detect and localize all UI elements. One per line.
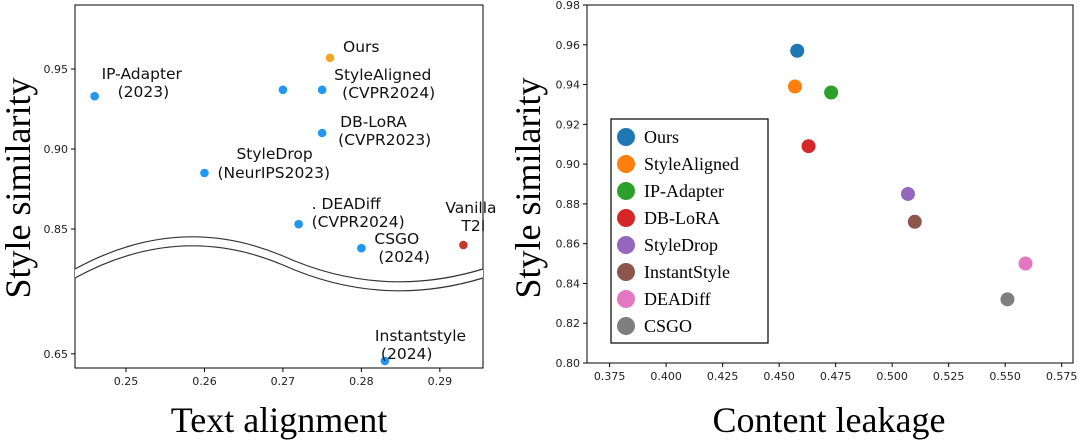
left-label-ip-adapter-1: (2023) (118, 83, 170, 101)
left-y-tick-label-upper-1: 0.90 (44, 143, 69, 156)
legend-marker-instantstyle (617, 263, 635, 281)
right-y-tick-label-2: 0.84 (556, 277, 581, 290)
left-point-ip-adapter (90, 91, 99, 101)
right-y-tick-label-3: 0.86 (556, 238, 581, 251)
right-point-styledrop (900, 186, 915, 201)
left-plot-frame (74, 4, 484, 369)
right-point-csgo (1000, 292, 1015, 307)
axis-break-line-top (74, 236, 484, 283)
left-label-stylealigned-1: (CVPR2024) (342, 84, 435, 102)
left-axis-ticks: 0.25 0.26 0.27 0.28 0.29 0.85 0.90 0.95 0.65 (44, 63, 453, 388)
left-label-csgo-1: (2024) (378, 248, 430, 266)
legend-label-db-lora: DB-LoRA (644, 208, 720, 228)
right-x-tick-label-2: 0.425 (707, 370, 739, 383)
right-x-tick-label-1: 0.400 (650, 370, 682, 383)
left-label-vanilla-t2i-1: T2I (460, 217, 485, 235)
left-x-tick-label-0: 0.25 (114, 375, 139, 388)
right-point-instantstyle (907, 214, 922, 229)
right-y-tick-label-8: 0.96 (556, 39, 581, 52)
left-label-csgo-0: CSGO (374, 230, 419, 248)
legend-marker-ours (617, 128, 635, 146)
left-x-tick-label-2: 0.27 (271, 375, 296, 388)
left-chart: 0.25 0.26 0.27 0.28 0.29 0.85 0.90 0.95 0.65 Our… (0, 4, 497, 440)
legend-marker-styledrop (617, 236, 635, 254)
legend-marker-ip-adapter (617, 182, 635, 200)
left-label-stylealigned-0: StyleAligned (334, 66, 431, 84)
left-label-styledrop-0: StyleDrop (236, 145, 312, 163)
left-label-instantstyle-0: Instantstyle (375, 327, 466, 345)
left-point-stylealigned (317, 85, 327, 95)
left-point-styledrop (200, 168, 209, 178)
left-label-vanilla-t2i-0: Vanilla (445, 199, 496, 217)
right-data-points (787, 43, 1033, 307)
left-label-db-lora-0: DB-LoRA (340, 113, 407, 131)
left-point-db-lora (317, 128, 327, 138)
legend-marker-stylealigned (617, 155, 635, 173)
left-x-tick-label-1: 0.26 (192, 375, 217, 388)
legend-label-stylealigned: StyleAligned (644, 154, 739, 174)
axis-break-band (75, 236, 483, 291)
left-label-instantstyle-1: (2024) (381, 345, 433, 363)
left-point-deadiff (294, 219, 303, 229)
right-x-axis-label: Content leakage (713, 400, 946, 440)
legend-label-csgo: CSGO (644, 316, 692, 336)
right-point-ip-adapter (824, 85, 839, 100)
left-y-tick-label-upper-2: 0.95 (44, 63, 69, 76)
right-y-tick-label-7: 0.94 (556, 79, 581, 92)
right-point-stylealigned (787, 79, 802, 94)
right-x-tick-label-3: 0.450 (763, 370, 795, 383)
right-point-ours (790, 43, 805, 58)
left-point-ours (325, 53, 335, 63)
left-data-points (90, 53, 468, 366)
legend-label-ours: Ours (644, 127, 679, 147)
left-y-tick-label-lower-0: 0.65 (44, 348, 69, 361)
right-x-tick-label-6: 0.525 (933, 370, 965, 383)
right-y-tick-label-6: 0.92 (556, 118, 581, 131)
left-x-axis-label: Text alignment (171, 400, 387, 440)
right-x-tick-label-4: 0.475 (820, 370, 852, 383)
left-label-ip-adapter-0: IP-Adapter (102, 65, 183, 83)
right-axis-ticks: 0.375 0.400 0.425 0.450 0.475 0.500 0.525 0.550… (556, 0, 1078, 383)
legend-label-instantstyle: InstantStyle (644, 262, 730, 282)
axis-break-line-bottom (74, 245, 484, 292)
left-y-axis-label: Style similarity (0, 78, 38, 299)
right-chart: 0.375 0.400 0.425 0.450 0.475 0.500 0.525 0.550… (508, 0, 1077, 440)
right-y-tick-label-0: 0.80 (556, 357, 581, 370)
left-x-tick-label-3: 0.28 (349, 375, 374, 388)
right-x-tick-label-7: 0.550 (989, 370, 1021, 383)
left-label-ours-0: Ours (343, 38, 379, 56)
left-point-labels: OursIP-Adapter(2023)StyleAligned(CVPR202… (102, 38, 497, 363)
left-point-csgo (357, 243, 366, 253)
left-label-deadiff-0: . DEADiff (312, 195, 381, 213)
legend-marker-csgo (617, 317, 635, 335)
left-y-tick-label-upper-0: 0.85 (44, 223, 69, 236)
legend-marker-deadiff (617, 290, 635, 308)
left-label-deadiff-1: (CVPR2024) (312, 213, 405, 231)
left-point-instantstyle (380, 356, 390, 366)
right-x-tick-label-5: 0.500 (876, 370, 908, 383)
legend-label-ip-adapter: IP-Adapter (644, 181, 724, 201)
left-point-instantstyle (278, 85, 288, 95)
right-y-tick-label-1: 0.82 (556, 317, 581, 330)
right-y-axis-label: Style similarity (508, 78, 548, 299)
right-y-tick-label-4: 0.88 (556, 198, 581, 211)
right-x-tick-label-0: 0.375 (594, 370, 626, 383)
right-x-tick-label-8: 0.575 (1046, 370, 1078, 383)
left-point-vanilla-t2i (459, 240, 468, 250)
right-point-db-lora (801, 139, 816, 154)
right-y-tick-label-9: 0.98 (556, 0, 581, 12)
legend-label-deadiff: DEADiff (644, 289, 711, 309)
legend-label-styledrop: StyleDrop (644, 235, 718, 255)
right-plot-frame (586, 4, 1074, 364)
left-label-db-lora-1: (CVPR2023) (338, 131, 431, 149)
legend-box (610, 118, 769, 344)
right-point-deadiff (1018, 256, 1033, 271)
legend: Ours StyleAligned IP-Adapter DB-LoRA StyleDr… (610, 118, 769, 344)
right-y-tick-label-5: 0.90 (556, 158, 581, 171)
legend-marker-db-lora (617, 209, 635, 227)
left-label-styledrop-1: (NeurIPS2023) (217, 164, 330, 182)
left-x-tick-label-4: 0.29 (428, 375, 453, 388)
